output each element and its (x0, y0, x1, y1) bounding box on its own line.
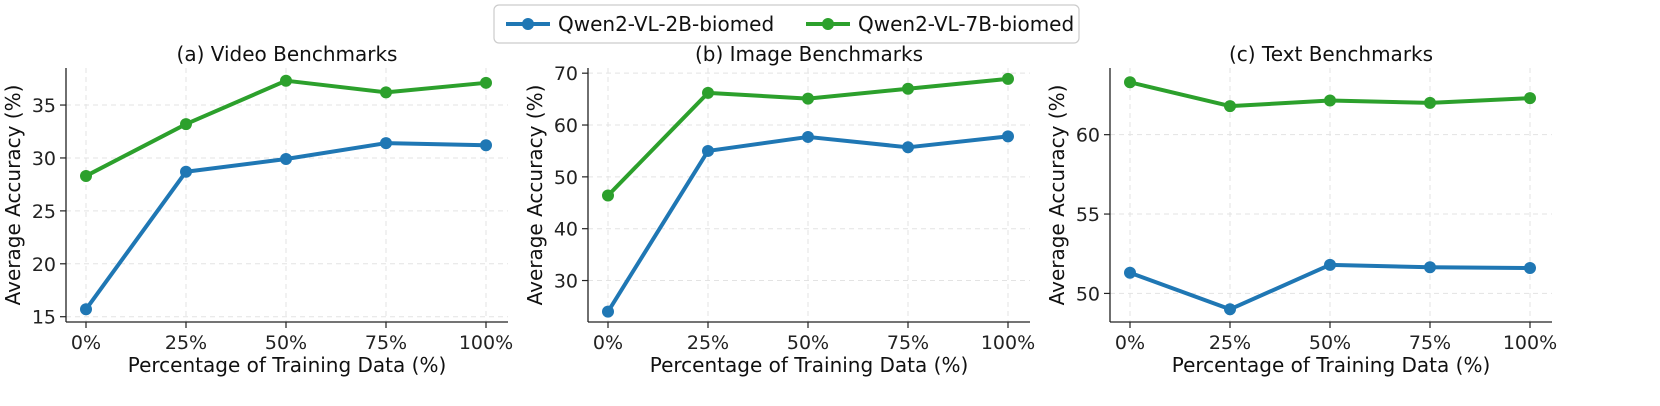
y-tick-label: 70 (554, 63, 578, 85)
y-tick-label: 50 (554, 167, 578, 189)
marker-7b (902, 82, 914, 95)
y-tick-label: 35 (32, 95, 56, 117)
marker-2b (1424, 261, 1436, 274)
marker-7b (80, 169, 92, 182)
panel-title: (b) Image Benchmarks (695, 42, 923, 66)
y-axis-label: Average Accuracy (%) (1045, 85, 1069, 306)
x-axis-label: Percentage of Training Data (%) (650, 353, 969, 377)
x-tick-label: 75% (887, 332, 929, 354)
marker-2b (1002, 130, 1014, 143)
legend-marker-2b (522, 18, 534, 30)
panel-text-benchmarks: 50 55 60 0% 25% 50% 75% 100% (c) Text Benchmar… (1045, 42, 1557, 377)
panel-image-benchmarks: 30 40 50 60 70 0% 25% 50% 75% 100% (b) Image Ben… (523, 42, 1035, 377)
x-tick-label: 100% (1503, 332, 1557, 354)
marker-7b (1224, 100, 1236, 113)
y-axis-label: Average Accuracy (%) (1, 85, 25, 306)
y-tick-label: 30 (32, 148, 56, 170)
x-tick-label: 25% (687, 332, 729, 354)
x-axis-label: Percentage of Training Data (%) (128, 353, 447, 377)
marker-7b (1002, 72, 1014, 85)
marker-2b (280, 153, 292, 166)
x-tick-label: 0% (1115, 332, 1145, 354)
x-tick-label: 100% (981, 332, 1035, 354)
x-tick-label: 75% (1409, 332, 1451, 354)
legend: Qwen2-VL-2B-biomed Qwen2-VL-7B-biomed (493, 4, 1080, 44)
y-tick-label: 60 (554, 115, 578, 137)
y-tick-label: 30 (554, 271, 578, 293)
marker-7b (1124, 76, 1136, 89)
x-tick-label: 50% (1309, 332, 1351, 354)
marker-7b (280, 74, 292, 87)
marker-2b (802, 130, 814, 143)
x-tick-label: 25% (165, 332, 207, 354)
marker-7b (802, 92, 814, 105)
x-tick-label: 0% (593, 332, 623, 354)
marker-2b (602, 305, 614, 318)
y-tick-label: 25 (32, 201, 56, 223)
y-tick-label: 20 (32, 254, 56, 276)
panel-video-benchmarks: 15 20 25 30 35 0% 25% 50% 75% 100% (a) Video Ben… (1, 42, 513, 377)
marker-2b (702, 144, 714, 157)
y-tick-label: 50 (1076, 283, 1100, 305)
marker-2b (1224, 303, 1236, 316)
panel-title: (a) Video Benchmarks (177, 42, 398, 66)
marker-7b (602, 189, 614, 202)
marker-2b (480, 139, 492, 152)
x-tick-label: 50% (787, 332, 829, 354)
marker-2b (80, 303, 92, 316)
marker-7b (180, 118, 192, 131)
legend-label-2b: Qwen2-VL-2B-biomed (558, 12, 774, 36)
marker-7b (1424, 96, 1436, 109)
legend-frame (493, 4, 1080, 44)
x-tick-label: 0% (71, 332, 101, 354)
marker-2b (180, 165, 192, 178)
y-tick-label: 15 (32, 307, 56, 329)
legend-label-7b: Qwen2-VL-7B-biomed (858, 12, 1074, 36)
x-tick-label: 75% (365, 332, 407, 354)
marker-7b (380, 86, 392, 99)
marker-2b (1324, 258, 1336, 271)
legend-marker-7b (822, 18, 834, 30)
x-tick-label: 50% (265, 332, 307, 354)
y-tick-label: 55 (1076, 204, 1100, 226)
marker-7b (1524, 92, 1536, 105)
panel-title: (c) Text Benchmarks (1229, 42, 1433, 66)
marker-2b (380, 137, 392, 150)
y-axis-label: Average Accuracy (%) (523, 85, 547, 306)
x-tick-label: 25% (1209, 332, 1251, 354)
marker-7b (702, 86, 714, 99)
marker-2b (1124, 266, 1136, 279)
marker-7b (480, 76, 492, 89)
x-tick-label: 100% (459, 332, 513, 354)
y-tick-label: 40 (554, 219, 578, 241)
marker-7b (1324, 94, 1336, 107)
x-axis-label: Percentage of Training Data (%) (1172, 353, 1491, 377)
y-tick-label: 60 (1076, 125, 1100, 147)
marker-2b (902, 141, 914, 154)
marker-2b (1524, 262, 1536, 275)
